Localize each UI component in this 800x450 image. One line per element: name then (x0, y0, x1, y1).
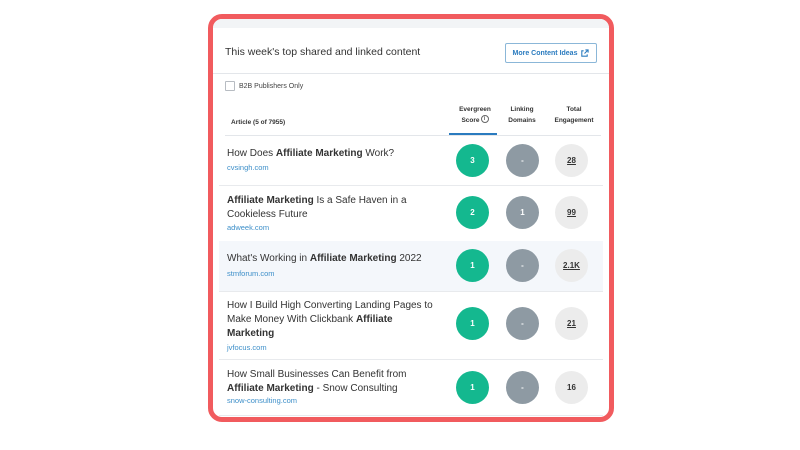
column-article[interactable]: Article (5 of 7955) (231, 119, 286, 126)
column-evergreen[interactable]: Evergreen Score i (451, 104, 499, 126)
total-engagement-badge[interactable]: 28 (555, 144, 588, 177)
panel-title: This week's top shared and linked conten… (225, 46, 421, 58)
column-linking[interactable]: Linking Domains (501, 104, 543, 126)
article-domain[interactable]: stmforum.com (227, 269, 275, 278)
evergreen-score-badge: 3 (456, 144, 489, 177)
table-row: Affiliate Marketing Is a Safe Haven in a… (219, 185, 603, 242)
info-icon[interactable]: i (480, 115, 489, 123)
title-text: How Does (227, 148, 276, 159)
linking-domains-badge: - (506, 144, 539, 177)
title-text: Is a Safe Haven in a Cookieless Future (227, 195, 407, 220)
table-row: How Does Affiliate Marketing Work? cvsing… (219, 136, 603, 186)
content-panel: This week's top shared and linked conten… (208, 14, 614, 422)
more-content-ideas-button[interactable]: More Content Ideas (505, 43, 597, 63)
b2b-label: B2B Publishers Only (239, 82, 304, 90)
more-content-ideas-label: More Content Ideas (512, 49, 578, 57)
article-domain[interactable]: adweek.com (227, 223, 270, 232)
evergreen-score-badge: 1 (456, 307, 489, 340)
total-engagement-badge[interactable]: 2.1K (555, 249, 588, 282)
table-row: What's Working in Affiliate Marketing 20… (219, 241, 603, 292)
table-row: How I Build High Converting Landing Page… (219, 291, 603, 360)
keyword-highlight: Affiliate Marketing (275, 148, 363, 159)
article-title[interactable]: Affiliate Marketing Is a Safe Haven in a… (227, 194, 439, 222)
linking-domains-badge: 1 (506, 196, 539, 229)
article-title[interactable]: How I Build High Converting Landing Page… (227, 299, 439, 341)
keyword-highlight: Affiliate Marketing (227, 314, 393, 339)
panel-header: This week's top shared and linked conten… (213, 28, 609, 74)
evergreen-score-badge: 1 (456, 249, 489, 282)
column-evergreen-label: Score (461, 117, 480, 124)
article-domain[interactable]: snow-consulting.com (227, 396, 298, 405)
title-text: What's Working in (227, 253, 310, 264)
b2b-filter[interactable]: B2B Publishers Only (225, 81, 303, 91)
column-evergreen-line2: Score i (451, 115, 499, 126)
keyword-highlight: Affiliate Marketing (227, 195, 314, 206)
title-text: How Small Businesses Can Benefit from (227, 369, 407, 380)
external-link-icon (581, 48, 590, 57)
header-divider (225, 135, 601, 136)
title-text: Work? (362, 148, 395, 159)
top-strip (213, 19, 609, 28)
column-linking-line2: Domains (508, 117, 536, 124)
article-domain[interactable]: jvfocus.com (227, 343, 267, 352)
sort-indicator (449, 133, 497, 135)
title-text: 2022 (396, 253, 422, 264)
column-evergreen-line1: Evergreen (459, 106, 491, 113)
table-row: How Small Businesses Can Benefit from Af… (219, 359, 603, 416)
article-title[interactable]: How Small Businesses Can Benefit from Af… (227, 368, 439, 396)
evergreen-score-badge: 2 (456, 196, 489, 229)
keyword-highlight: Affiliate Marketing (227, 383, 314, 394)
keyword-highlight: Affiliate Marketing (309, 253, 397, 264)
column-linking-line1: Linking (510, 106, 534, 113)
linking-domains-badge: - (506, 371, 539, 404)
evergreen-score-badge: 1 (456, 371, 489, 404)
total-engagement-badge[interactable]: 99 (555, 196, 588, 229)
linking-domains-badge: - (506, 249, 539, 282)
article-domain[interactable]: cvsingh.com (227, 163, 269, 172)
column-total[interactable]: Total Engagement (551, 104, 597, 126)
b2b-checkbox[interactable] (225, 81, 235, 91)
column-total-line2: Engagement (554, 117, 594, 124)
article-title[interactable]: How Does Affiliate Marketing Work? (227, 147, 439, 161)
total-engagement-badge: 16 (555, 371, 588, 404)
column-total-line1: Total (566, 106, 582, 113)
title-text: How I Build High Converting Landing Page… (227, 300, 433, 325)
article-title[interactable]: What's Working in Affiliate Marketing 20… (227, 252, 439, 266)
linking-domains-badge: - (506, 307, 539, 340)
total-engagement-badge[interactable]: 21 (555, 307, 588, 340)
title-text: - Snow Consulting (313, 383, 398, 394)
